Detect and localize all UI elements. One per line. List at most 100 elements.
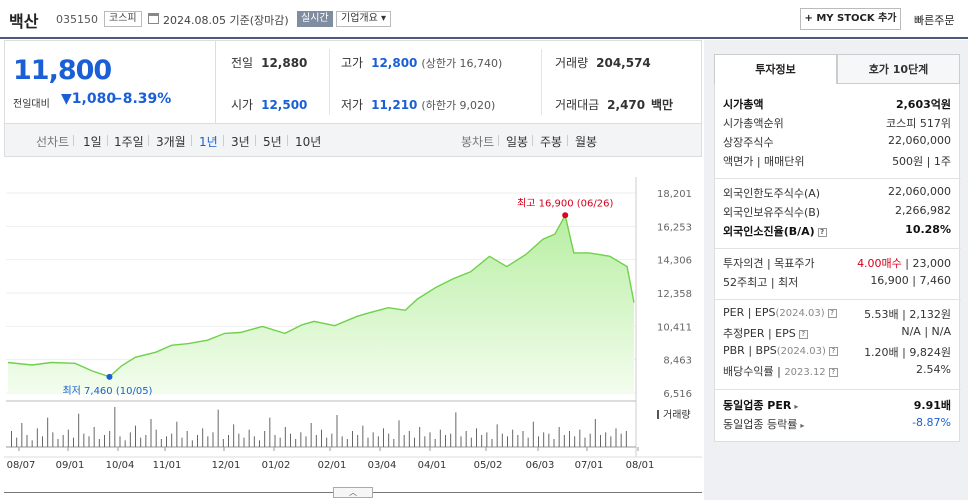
divider <box>715 299 961 300</box>
volume-bar <box>548 433 550 447</box>
info-value: 2,603억원 <box>896 96 951 112</box>
company-overview-button[interactable]: 기업개요 ▾ <box>336 11 392 27</box>
info-label-text: 배당수익률 | <box>723 365 785 378</box>
price-line <box>7 213 635 378</box>
volume-bar <box>522 431 524 447</box>
info-label-text: 외국인보유주식수(B) <box>723 206 821 219</box>
info-value-text: 5.53배 | 2,132원 <box>864 308 951 321</box>
info-label: 시가총액 <box>723 96 763 112</box>
divider <box>715 248 961 249</box>
volume-bar <box>336 415 338 447</box>
line-chart-label[interactable]: 선차트 <box>36 135 70 149</box>
info-value-text: N/A | N/A <box>901 325 951 338</box>
realtime-button[interactable]: 실시간 <box>297 11 333 27</box>
quick-order-link[interactable]: 빠른주문 <box>914 14 955 27</box>
tab-5y[interactable]: 5년 <box>263 135 282 149</box>
tab-weekly[interactable]: 주봉 <box>540 135 563 149</box>
help-icon[interactable]: ? <box>798 329 808 339</box>
info-value-text: | 23,000 <box>901 257 951 270</box>
tab-investment-info[interactable]: 투자정보 <box>714 54 837 84</box>
volume-bar <box>388 433 390 447</box>
tab-1y[interactable]: 1년 <box>199 135 218 149</box>
stat-value: 2,470 <box>607 98 646 112</box>
info-label[interactable]: 동일업종 PER ▸ <box>723 397 798 413</box>
volume-bar <box>512 429 514 447</box>
info-label: 52주최고 | 최저 <box>723 274 798 290</box>
divider <box>567 135 568 146</box>
volume-bar <box>600 435 601 447</box>
stat-value: 204,574 <box>596 56 651 70</box>
info-label: 외국인한도주식수(A) <box>723 185 820 201</box>
volume-bar <box>197 435 198 447</box>
help-icon[interactable]: ? <box>827 308 837 318</box>
down-arrow-icon: ▼ <box>61 91 72 107</box>
info-value-text: 1.20배 | 9,824원 <box>864 346 951 359</box>
help-icon[interactable]: ? <box>817 227 827 237</box>
tab-order-book[interactable]: 호가 10단계 <box>837 54 960 84</box>
tab-1w[interactable]: 1주일 <box>114 135 144 149</box>
volume-bar <box>321 429 322 447</box>
info-value-text: 16,900 | 7,460 <box>870 274 951 287</box>
expand-chart-handle[interactable]: ︿ <box>333 487 373 498</box>
info-label-sub: (2024.03) <box>776 346 826 357</box>
info-row: 액면가 | 매매단위 500원 | 1주 <box>723 153 951 169</box>
add-my-stock-button[interactable]: + MY STOCK 추가 <box>800 8 901 30</box>
help-icon[interactable]: ? <box>828 367 838 377</box>
x-tick-label: 01/02 <box>262 460 291 471</box>
y-tick-label: 12,358 <box>657 289 692 300</box>
volume-bar <box>326 437 328 447</box>
info-value: 코스피 517위 <box>886 115 951 131</box>
info-row: 동일업종 PER ▸ 9.91배 <box>723 397 951 413</box>
tab-1d[interactable]: 1일 <box>83 135 102 149</box>
stat-open: 시가 12,500 <box>231 96 307 113</box>
info-label[interactable]: 동일업종 등락률 ▸ <box>723 416 804 432</box>
volume-bar <box>78 413 80 447</box>
info-value: 2,266,982 <box>895 204 951 217</box>
volume-bar <box>455 412 457 447</box>
volume-bar <box>233 424 235 447</box>
info-row: 투자의견 | 목표주가 4.00매수 | 23,000 <box>723 255 951 271</box>
x-tick-label: 02/01 <box>318 460 347 471</box>
candle-chart-label[interactable]: 봉차트 <box>461 135 495 149</box>
volume-bar <box>83 433 85 447</box>
info-label-text: 상장주식수 <box>723 136 774 149</box>
tab-monthly[interactable]: 월봉 <box>575 135 598 149</box>
volume-bar <box>414 437 415 447</box>
investment-panel: 투자정보 호가 10단계 시가총액 2,603억원 시가총액순위 코스피 517위 상장… <box>704 40 968 500</box>
y-tick-label: 14,306 <box>657 256 692 267</box>
tab-3m[interactable]: 3개월 <box>156 135 186 149</box>
price-chart[interactable]: 18,201 16,253 14,306 12,358 10,411 8,463 6,516… <box>4 157 702 487</box>
change-percent: −8.39% <box>111 91 172 107</box>
volume-bar <box>383 428 384 447</box>
info-row: PER | EPS(2024.03)? 5.53배 | 2,132원 <box>723 306 951 322</box>
volume-bar <box>171 433 173 447</box>
stat-label: 저가 <box>341 98 364 112</box>
x-tick-label: 05/02 <box>474 460 503 471</box>
current-price: 11,800 <box>13 55 112 86</box>
info-label-text: 동일업종 PER <box>723 399 792 412</box>
tab-3y[interactable]: 3년 <box>231 135 250 149</box>
tab-10y[interactable]: 10년 <box>295 135 322 149</box>
volume-bar <box>21 423 23 447</box>
chart-tabbar: 선차트 1일 1주일 3개월 1년 3년 5년 10년 봉차트 일봉 주봉 월봉 <box>4 124 702 157</box>
info-tabs: 투자정보 호가 10단계 <box>714 54 960 84</box>
volume-bar <box>543 432 545 447</box>
volume-bar <box>429 432 431 447</box>
x-tick-label: 12/01 <box>212 460 241 471</box>
volume-bar <box>104 435 105 447</box>
volume-bar <box>377 436 379 447</box>
info-label-text: PER | EPS <box>723 306 776 319</box>
volume-bar <box>181 437 183 447</box>
tab-daily[interactable]: 일봉 <box>506 135 529 149</box>
volume-bar <box>269 417 271 447</box>
volume-bar <box>393 439 395 447</box>
stat-label: 고가 <box>341 56 364 70</box>
investment-opinion: 4.00매수 <box>857 257 902 270</box>
help-icon[interactable]: ? <box>828 346 838 356</box>
y-tick-label: 6,516 <box>663 389 692 400</box>
info-label-text: 외국인한도주식수(A) <box>723 187 821 200</box>
volume-bar <box>341 436 343 447</box>
low-annotation: 최저 7,460 (10/05) <box>62 385 152 397</box>
info-label: 외국인소진율(B/A)? <box>723 223 827 239</box>
volume-bar <box>47 417 49 447</box>
